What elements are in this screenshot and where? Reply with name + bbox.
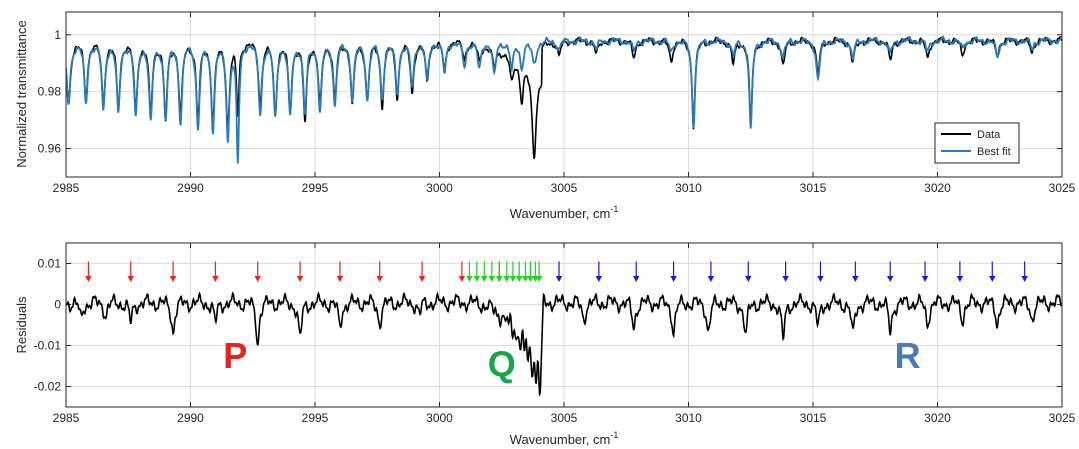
arrow-r xyxy=(782,261,789,282)
arrow-p xyxy=(418,261,426,282)
arrow-r xyxy=(886,261,894,282)
bottom-y-tick-labels: -0.02 -0.01 0 0.01 xyxy=(34,257,62,394)
arrow-r xyxy=(745,261,752,282)
arrow-q xyxy=(503,261,510,282)
arrow-q xyxy=(496,261,503,282)
branch-labels: P Q R xyxy=(223,335,920,384)
x-tick-label: 2990 xyxy=(177,181,204,195)
y-tick-label: -0.02 xyxy=(34,380,62,394)
y-tick-label: 0.96 xyxy=(38,142,62,156)
y-tick-label: -0.01 xyxy=(34,339,62,353)
x-tick-label: 2985 xyxy=(53,411,80,425)
arrow-r xyxy=(817,261,824,282)
x-tick-label: 3015 xyxy=(800,411,827,425)
transmittance-panel: 2985 2990 2995 3000 3005 3010 3015 3020 3025 0.9… xyxy=(14,11,1076,221)
arrow-r xyxy=(670,261,677,282)
x-tick-label: 2995 xyxy=(302,411,329,425)
arrow-q xyxy=(527,261,534,282)
arrow-q xyxy=(473,261,481,282)
x-tick-label: 3005 xyxy=(551,411,578,425)
arrow-q xyxy=(535,261,543,282)
arrow-p xyxy=(376,261,383,282)
arrow-q xyxy=(522,261,529,282)
x-tick-label: 3025 xyxy=(1049,411,1076,425)
x-tick-label: 3010 xyxy=(675,181,702,195)
arrow-r xyxy=(595,261,603,282)
arrow-r xyxy=(707,261,715,282)
bottom-x-axis-label: Wavenumber, cm-1 xyxy=(510,430,619,447)
top-axes-box xyxy=(65,11,1063,178)
branch-label-q: Q xyxy=(488,343,516,384)
arrow-q xyxy=(509,261,517,282)
top-y-axis-label: Normalized transmittance xyxy=(14,20,29,167)
bottom-series xyxy=(66,291,1062,397)
y-tick-label: 0 xyxy=(54,298,61,312)
y-tick-label: 0.98 xyxy=(38,85,62,99)
arrow-r xyxy=(921,261,929,282)
arrow-q xyxy=(515,261,523,282)
arrow-q xyxy=(481,261,488,282)
bottom-axes-box xyxy=(65,242,1063,408)
series-line-residuals xyxy=(66,291,1062,397)
y-tick-label: 1 xyxy=(54,28,61,42)
x-tick-label: 3020 xyxy=(924,411,951,425)
residuals-panel: 2985 2990 2995 3000 3005 3010 3015 3020 3025 -0.… xyxy=(14,242,1076,447)
arrow-p xyxy=(169,261,177,282)
x-tick-label: 2990 xyxy=(177,411,204,425)
x-tick-label: 3010 xyxy=(675,411,702,425)
bottom-y-axis-label: Residuals xyxy=(14,296,29,354)
arrow-r xyxy=(989,261,996,282)
legend-best-fit-label: Best fit xyxy=(977,146,1011,158)
arrow-p xyxy=(212,261,219,282)
x-tick-label: 3000 xyxy=(426,411,453,425)
branch-label-r: R xyxy=(895,335,921,376)
legend: Data Best fit xyxy=(934,122,1020,164)
bottom-grid xyxy=(65,243,1063,407)
arrow-p xyxy=(254,261,261,282)
arrow-p xyxy=(336,261,344,282)
arrow-p xyxy=(85,261,92,282)
x-tick-label: 3020 xyxy=(924,181,951,195)
x-tick-label: 3005 xyxy=(551,181,578,195)
branch-label-p: P xyxy=(223,335,247,376)
arrow-q xyxy=(466,261,473,282)
arrow-r xyxy=(633,261,640,282)
arrow-q xyxy=(488,261,495,282)
x-tick-label: 3015 xyxy=(800,181,827,195)
y-tick-label: 0.01 xyxy=(38,257,62,271)
top-x-axis-label: Wavenumber, cm-1 xyxy=(510,204,619,221)
series-line-best-fit xyxy=(66,35,1062,164)
arrow-r xyxy=(1021,261,1028,282)
arrow-r xyxy=(555,261,563,282)
x-tick-label: 3000 xyxy=(426,181,453,195)
legend-box xyxy=(934,122,1020,164)
arrow-p xyxy=(458,261,466,282)
line-assignment-arrows xyxy=(85,261,1028,282)
arrow-p xyxy=(127,261,134,282)
arrow-p xyxy=(296,261,304,282)
arrow-r xyxy=(852,261,859,282)
top-series xyxy=(66,35,1062,164)
top-y-tick-labels: 0.96 0.98 1 xyxy=(38,28,62,156)
x-tick-label: 3025 xyxy=(1049,181,1076,195)
top-grid xyxy=(65,12,1063,177)
legend-data-label: Data xyxy=(977,129,1001,141)
top-x-tick-labels: 2985 2990 2995 3000 3005 3010 3015 3020 3025 xyxy=(53,181,1076,195)
x-tick-label: 2985 xyxy=(53,181,80,195)
arrow-r xyxy=(956,261,964,282)
bottom-x-tick-labels: 2985 2990 2995 3000 3005 3010 3015 3020 3025 xyxy=(53,411,1076,425)
x-tick-label: 2995 xyxy=(302,181,329,195)
